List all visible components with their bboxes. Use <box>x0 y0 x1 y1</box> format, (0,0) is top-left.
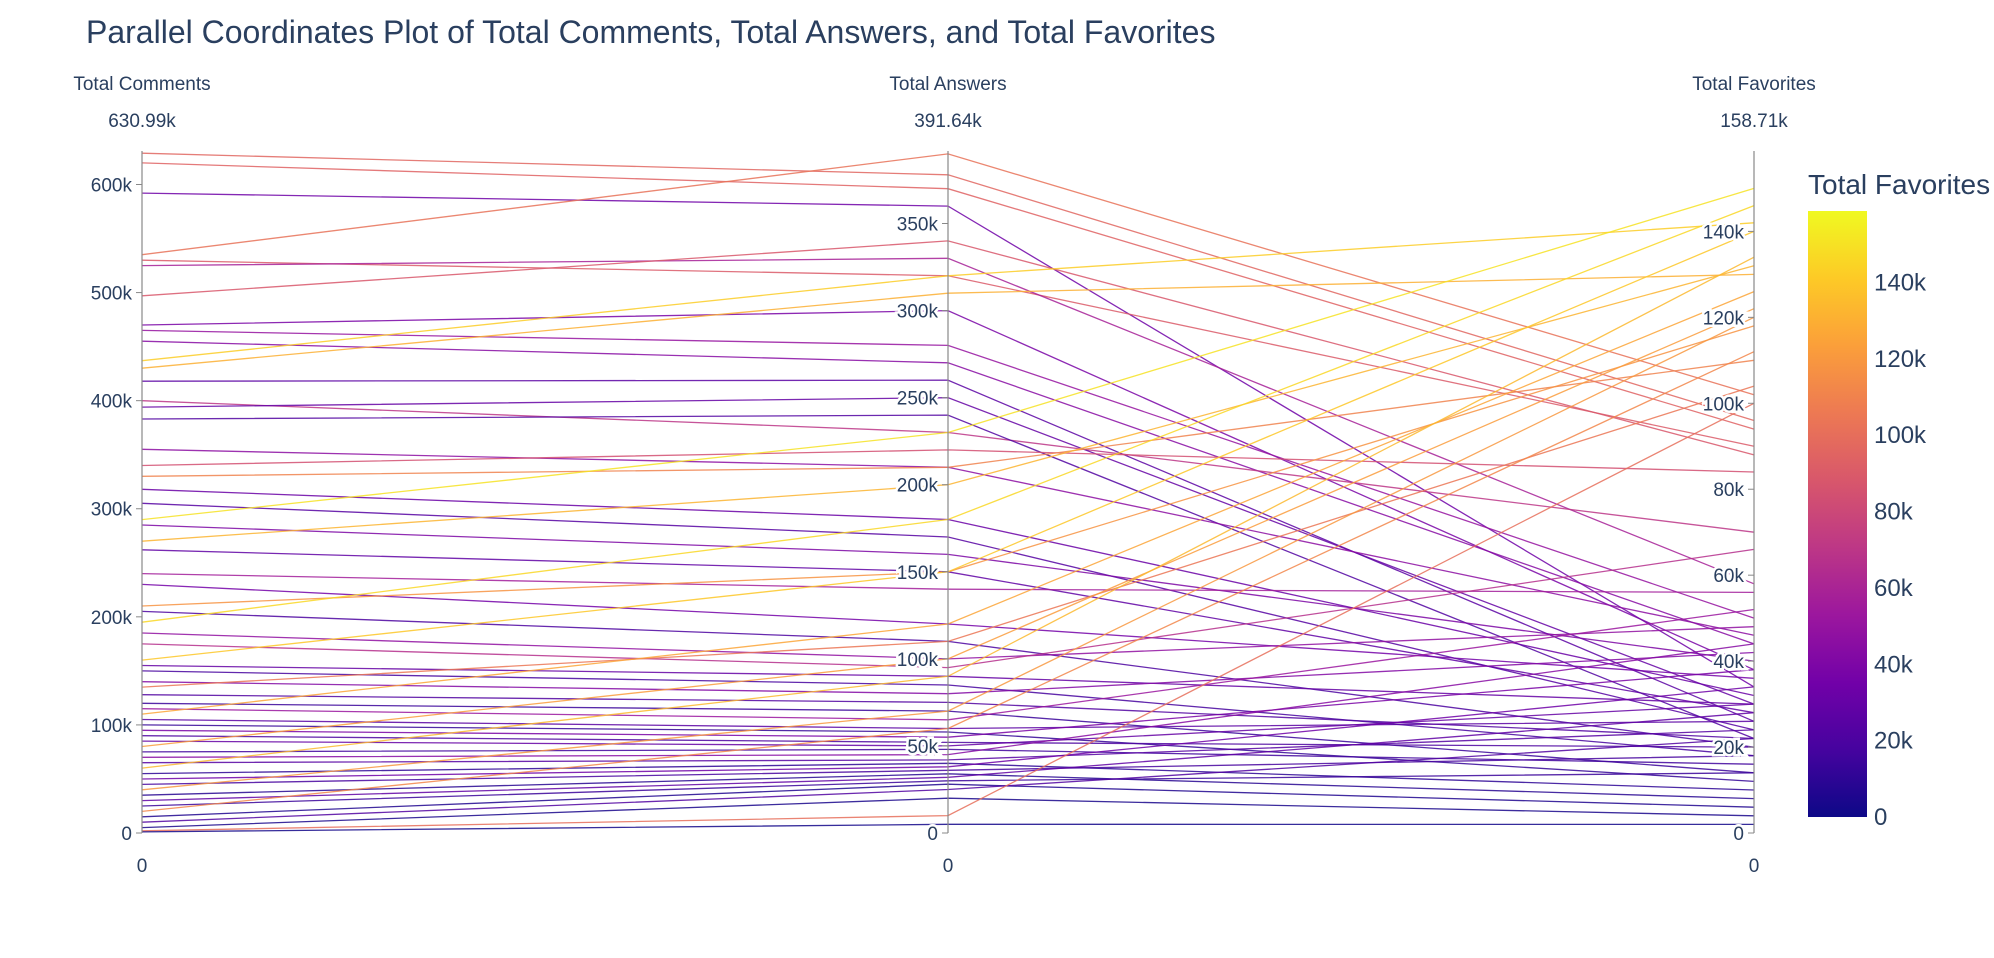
axis-1-tick-label-7: 350k <box>897 215 939 236</box>
colorbar-tick-label-3: 60k <box>1874 575 1914 602</box>
axis-0-tick-label-4: 400k <box>91 392 133 413</box>
axis-2-tick-label-fg-5: 100k <box>1703 394 1745 415</box>
axis-2-tick-label-0: 0 <box>1733 824 1744 845</box>
axis-0-tick-label-2: 200k <box>91 608 133 629</box>
axis-2-tick-label-fg-6: 120k <box>1703 308 1745 329</box>
axis-1-tick-label-fg-7: 350k <box>897 215 939 236</box>
axis-1[interactable]: Total Answers391.64k00050k50k100k100k150… <box>889 74 1006 877</box>
colorbar-title: Total Favorites <box>1808 169 1990 200</box>
colorbar-gradient <box>1808 211 1867 817</box>
axis-1-tick-label-fg-6: 300k <box>897 302 939 323</box>
axis-1-tick-label-fg-3: 150k <box>897 563 939 584</box>
axis-max-label-1: 391.64k <box>914 111 982 132</box>
axis-2-tick-label-5: 100k <box>1703 394 1745 415</box>
axes: Total Comments630.99k00100k200k300k400k5… <box>73 74 1815 877</box>
axis-0-tick-label-5: 500k <box>91 284 133 305</box>
axis-0-tick-label-6: 600k <box>91 175 133 196</box>
axis-1-tick-label-fg-2: 100k <box>897 650 939 671</box>
axis-1-tick-label-6: 300k <box>897 302 939 323</box>
axis-0-tick-label-1: 100k <box>91 716 133 737</box>
colorbar-tick-label-2: 40k <box>1874 651 1914 678</box>
colorbar-tick-label-4: 80k <box>1874 499 1914 526</box>
axis-2-tick-label-fg-0: 0 <box>1733 824 1744 845</box>
axis-min-label-2: 0 <box>1749 856 1760 877</box>
axis-2-tick-label-4: 80k <box>1713 480 1744 501</box>
axis-0[interactable]: Total Comments 630.99k 00 100k 200k 300k 400k 5… <box>73 74 210 877</box>
axis-min-label-0: 0 <box>137 856 148 877</box>
axis-1-tick-label-5: 250k <box>897 389 939 410</box>
colorbar-tick-label-7: 140k <box>1874 269 1927 296</box>
axis-1-tick-label-0: 0 <box>927 824 938 845</box>
axis-max-label-2: 158.71k <box>1720 111 1788 132</box>
axis-max-label-0: 630.99k <box>108 111 176 132</box>
colorbar: Total Favorites 0 20k 40k 60k 80k 100k 120k 140k <box>1808 169 1990 831</box>
colorbar-tick-label-6: 120k <box>1874 346 1927 373</box>
axis-2-tick-label-fg-7: 140k <box>1703 222 1745 243</box>
axis-2-tick-label-fg-1: 20k <box>1713 738 1744 759</box>
axis-min-label-1: 0 <box>943 856 954 877</box>
colorbar-tick-label-1: 20k <box>1874 728 1914 755</box>
axis-1-tick-label-1: 50k <box>907 737 938 758</box>
axis-1-tick-label-3: 150k <box>897 563 939 584</box>
axis-2-tick-label-3: 60k <box>1713 566 1744 587</box>
axis-1-tick-label-fg-1: 50k <box>907 737 938 758</box>
axis-title-2[interactable]: Total Favorites <box>1692 74 1816 95</box>
axis-0-tick-label-3: 300k <box>91 500 133 521</box>
axis-2-tick-label-fg-3: 60k <box>1713 566 1744 587</box>
axis-2-tick-label-1: 20k <box>1713 738 1744 759</box>
axis-0-tick-label-0: 0 <box>121 824 132 845</box>
axis-2[interactable]: Total Favorites158.71k00020k20k40k40k60k… <box>1692 74 1816 877</box>
axis-title-1[interactable]: Total Answers <box>889 74 1006 95</box>
axis-1-tick-label-4: 200k <box>897 476 939 497</box>
chart-title: Parallel Coordinates Plot of Total Comme… <box>86 14 1216 50</box>
axis-title-0[interactable]: Total Comments <box>73 74 210 95</box>
axis-1-tick-label-fg-4: 200k <box>897 476 939 497</box>
axis-2-tick-label-2: 40k <box>1713 652 1744 673</box>
axis-1-tick-label-fg-5: 250k <box>897 389 939 410</box>
colorbar-tick-label-0: 0 <box>1874 804 1887 831</box>
axis-2-tick-label-6: 120k <box>1703 308 1745 329</box>
colorbar-tick-label-5: 100k <box>1874 422 1927 449</box>
axis-1-tick-label-2: 100k <box>897 650 939 671</box>
axis-1-tick-label-fg-0: 0 <box>927 824 938 845</box>
axis-2-tick-label-fg-4: 80k <box>1713 480 1744 501</box>
axis-2-tick-label-7: 140k <box>1703 222 1745 243</box>
axis-2-tick-label-fg-2: 40k <box>1713 652 1744 673</box>
